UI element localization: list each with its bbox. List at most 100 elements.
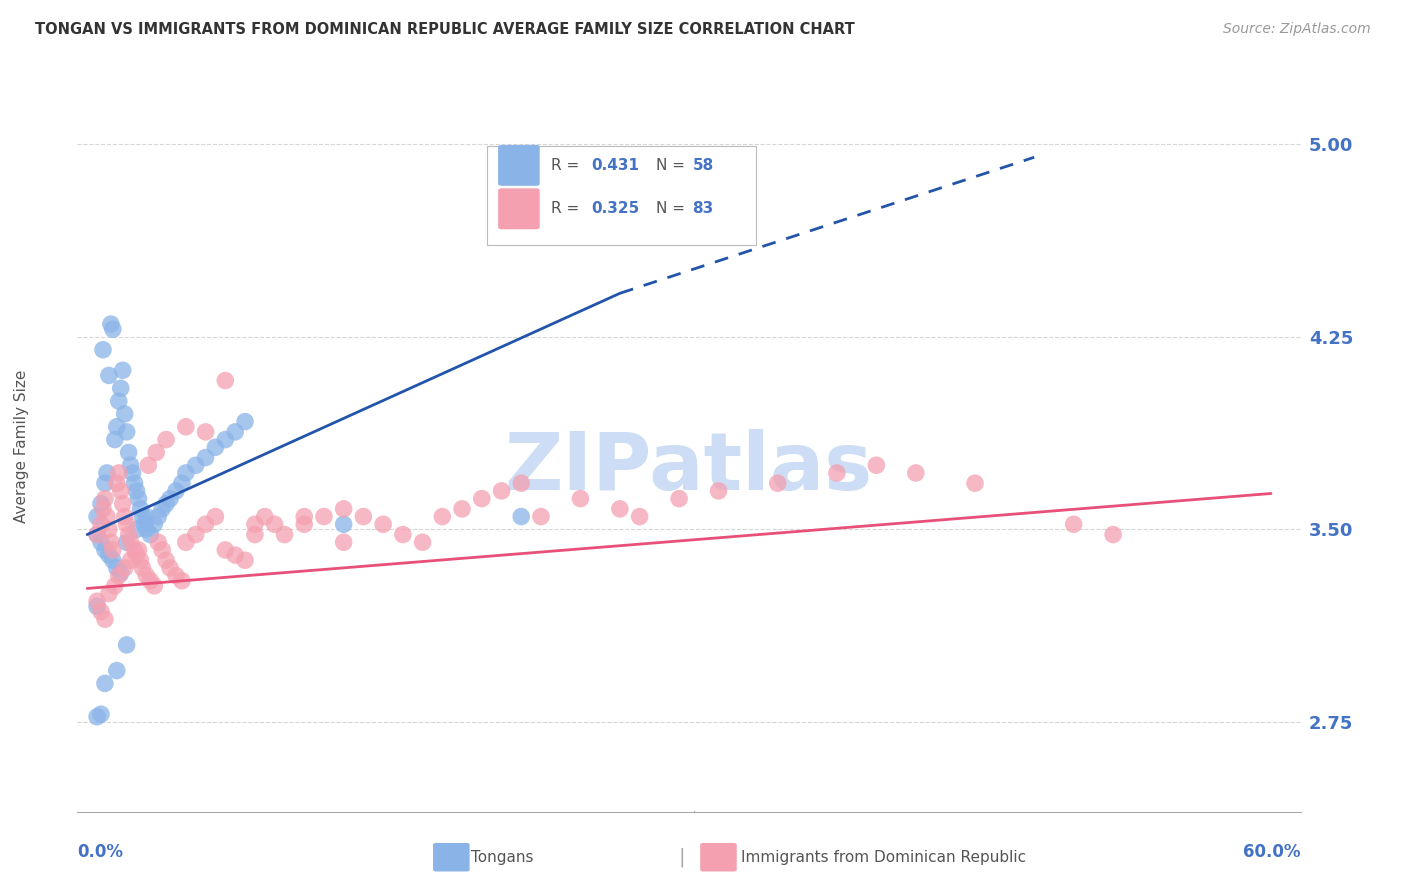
Point xyxy=(96,509,118,524)
Point xyxy=(120,458,142,473)
Point xyxy=(825,466,848,480)
Point xyxy=(352,509,374,524)
Point xyxy=(115,638,138,652)
Point xyxy=(155,497,177,511)
Point xyxy=(1063,517,1085,532)
Point xyxy=(233,553,256,567)
Point xyxy=(110,381,132,395)
Point xyxy=(105,561,128,575)
Point xyxy=(114,561,136,575)
Point xyxy=(766,476,789,491)
Point xyxy=(120,535,142,549)
Point xyxy=(194,517,217,532)
Text: R =: R = xyxy=(551,158,583,173)
Point xyxy=(107,466,129,480)
Point xyxy=(143,517,166,532)
Point xyxy=(96,466,118,480)
Point xyxy=(204,440,226,454)
Point xyxy=(90,707,112,722)
Point xyxy=(101,543,124,558)
Point xyxy=(273,527,295,541)
Point xyxy=(124,543,146,558)
Point xyxy=(86,509,108,524)
Point xyxy=(510,509,533,524)
Point xyxy=(170,476,193,491)
Point xyxy=(100,317,122,331)
Point xyxy=(963,476,986,491)
Text: 60.0%: 60.0% xyxy=(1243,843,1301,861)
Point xyxy=(135,568,157,582)
Point xyxy=(129,553,152,567)
FancyBboxPatch shape xyxy=(486,146,756,245)
Text: N =: N = xyxy=(657,158,690,173)
Point xyxy=(94,543,117,558)
Point xyxy=(1102,527,1125,541)
Point xyxy=(332,501,354,516)
Text: TONGAN VS IMMIGRANTS FROM DOMINICAN REPUBLIC AVERAGE FAMILY SIZE CORRELATION CHA: TONGAN VS IMMIGRANTS FROM DOMINICAN REPU… xyxy=(35,22,855,37)
Point xyxy=(105,476,128,491)
Point xyxy=(107,568,129,582)
Point xyxy=(127,491,149,506)
Point xyxy=(94,676,117,690)
Point xyxy=(127,543,149,558)
Point xyxy=(125,523,148,537)
Point xyxy=(139,527,162,541)
Point xyxy=(110,566,132,580)
Point xyxy=(110,483,132,498)
Point xyxy=(609,501,631,516)
Point xyxy=(125,483,148,498)
Point xyxy=(114,407,136,421)
Point xyxy=(194,450,217,465)
Point xyxy=(131,509,153,524)
Point xyxy=(432,509,454,524)
Point xyxy=(332,535,354,549)
Point xyxy=(170,574,193,588)
Point xyxy=(114,509,136,524)
Point xyxy=(194,425,217,439)
Point xyxy=(101,322,124,336)
Point xyxy=(111,363,134,377)
Point xyxy=(121,466,143,480)
Point xyxy=(115,425,138,439)
Point xyxy=(243,527,266,541)
Point xyxy=(159,491,181,506)
Text: 0.325: 0.325 xyxy=(591,202,640,216)
Point xyxy=(371,517,394,532)
Text: 0.431: 0.431 xyxy=(591,158,640,173)
Point xyxy=(131,561,153,575)
Point xyxy=(155,553,177,567)
Point xyxy=(332,517,354,532)
Point xyxy=(148,509,170,524)
Point xyxy=(94,491,117,506)
Point xyxy=(90,517,112,532)
Point xyxy=(105,419,128,434)
Point xyxy=(86,594,108,608)
Point xyxy=(104,433,127,447)
Point xyxy=(569,491,592,506)
Point xyxy=(135,509,157,524)
Point xyxy=(628,509,651,524)
Point xyxy=(155,433,177,447)
Point xyxy=(471,491,494,506)
Text: Immigrants from Dominican Republic: Immigrants from Dominican Republic xyxy=(741,850,1026,864)
Point xyxy=(148,535,170,549)
Point xyxy=(124,476,146,491)
Point xyxy=(97,368,120,383)
Point xyxy=(139,574,162,588)
Point xyxy=(90,497,112,511)
Point xyxy=(904,466,927,480)
Text: ZIPatlas: ZIPatlas xyxy=(505,429,873,507)
Point xyxy=(91,343,114,357)
Point xyxy=(125,548,148,562)
Point xyxy=(263,517,285,532)
Point xyxy=(143,579,166,593)
Point xyxy=(111,497,134,511)
Text: Average Family Size: Average Family Size xyxy=(14,369,28,523)
Point xyxy=(97,523,120,537)
Point xyxy=(224,548,246,562)
Point xyxy=(214,433,236,447)
Text: 0.0%: 0.0% xyxy=(77,843,124,861)
Point xyxy=(115,517,138,532)
Point xyxy=(90,605,112,619)
Point xyxy=(97,586,120,600)
